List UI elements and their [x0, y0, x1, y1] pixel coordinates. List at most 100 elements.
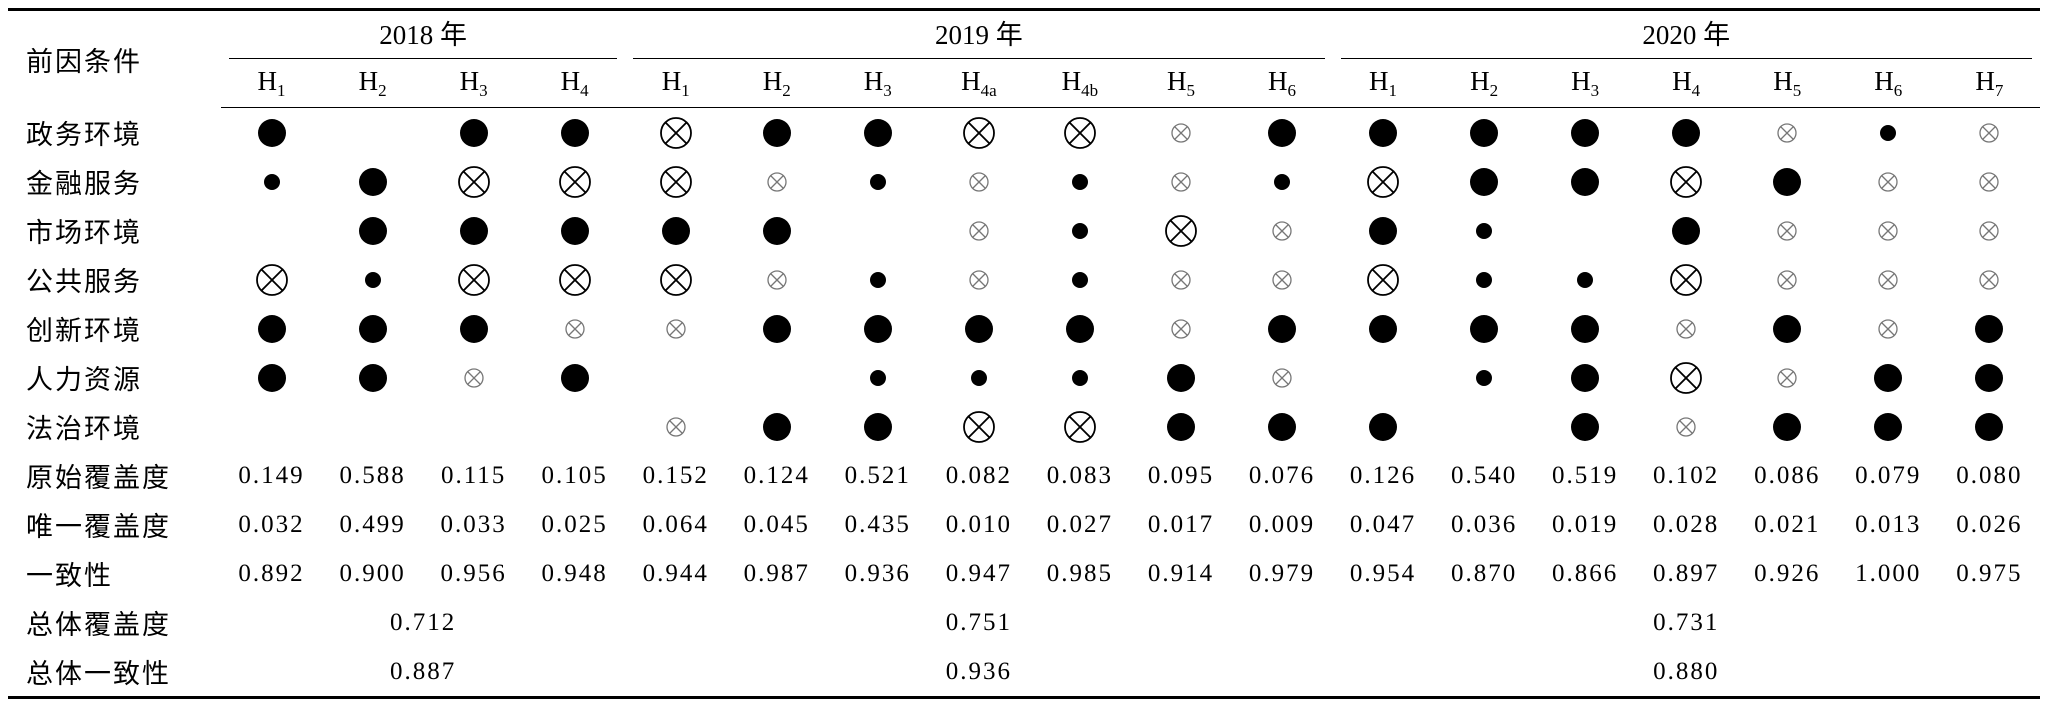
config-main: H: [661, 65, 682, 96]
symbol-core-absent: [962, 116, 995, 149]
symbol-cell: [1434, 108, 1535, 158]
condition-label: 政务环境: [26, 119, 142, 150]
symbol-cell: [1333, 108, 1434, 158]
metric-value: 0.954: [1349, 559, 1417, 587]
symbol-core: [1672, 216, 1701, 245]
config-main: H: [1773, 65, 1793, 96]
symbol-cell: [423, 108, 524, 158]
symbol-core: [1571, 363, 1600, 392]
metric-value: 0.926: [1754, 559, 1821, 587]
symbol-core: [762, 216, 791, 245]
symbol-core: [863, 412, 892, 441]
config-header: H3: [423, 59, 525, 108]
condition-row: 公共服务: [8, 255, 2040, 304]
symbol-core-absent: [558, 165, 591, 198]
symbol-cell: [1838, 255, 1939, 304]
metric-value: 1.000: [1855, 559, 1922, 587]
symbol-peripheral-absent: [1777, 269, 1797, 290]
metric-value: 0.025: [541, 510, 608, 538]
symbol-peripheral-absent: [1777, 367, 1797, 388]
symbol-core: [1267, 412, 1296, 441]
summary-value: 0.712: [389, 608, 457, 636]
symbol-core: [863, 118, 892, 147]
symbol-cell: [1636, 157, 1737, 206]
symbol-cell: [524, 402, 625, 451]
symbol-cell: [827, 206, 928, 255]
summary-value: 0.731: [1653, 608, 1720, 636]
config-sub: 4: [1691, 80, 1701, 100]
summary-row: 总体一致性 0.887 0.936 0.880: [8, 647, 2040, 698]
symbol-core: [1975, 363, 2004, 392]
symbol-peripheral-absent: [1777, 122, 1797, 143]
metric-value: 0.036: [1450, 510, 1518, 538]
symbol-peripheral-absent: [1979, 269, 2000, 290]
metric-value: 0.047: [1349, 510, 1417, 538]
symbol-cell: [1130, 157, 1231, 206]
config-main: H: [1571, 65, 1591, 96]
config-header: H4b: [1029, 59, 1131, 108]
symbol-core: [1166, 363, 1195, 392]
symbol-core: [459, 216, 488, 245]
symbol-cell: [423, 353, 524, 402]
symbol-cell: [1737, 157, 1838, 206]
config-header: H5: [1130, 59, 1232, 108]
metric-value: 0.026: [1956, 510, 2023, 538]
symbol-core: [560, 118, 589, 147]
year-label: 2020 年: [1340, 12, 2032, 59]
symbol-core: [863, 314, 892, 343]
symbol-cell: [1130, 255, 1231, 304]
symbol-core-absent: [457, 263, 490, 296]
symbol-cell: [928, 206, 1029, 255]
symbol-cell: [1434, 304, 1535, 353]
symbol-core: [1773, 314, 1802, 343]
symbol-core: [1975, 314, 2004, 343]
symbol-cell: [928, 402, 1029, 451]
symbol-cell: [423, 304, 524, 353]
config-sub: 4: [580, 80, 589, 100]
symbol-core: [1267, 314, 1296, 343]
subheader-row: H1 H2 H3 H4 H1 H2 H3 H4a H4b H5 H6 H1 H2 H3 H4 H5 H6 H7: [8, 59, 2040, 108]
symbol-cell: [1231, 157, 1332, 206]
config-header: H2: [726, 59, 828, 108]
metric-label: 唯一覆盖度: [26, 512, 171, 542]
symbol-cell: [1231, 353, 1332, 402]
symbol-core: [560, 363, 589, 392]
symbol-cell: [1130, 402, 1231, 451]
metric-value: 0.897: [1653, 559, 1720, 587]
metric-row: 原始覆盖度 0.149 0.588 0.115 0.105 0.152 0.124 0.521…: [8, 451, 2040, 500]
symbol-cell: [221, 353, 322, 402]
symbol-cell: [1333, 157, 1434, 206]
metric-value: 0.947: [945, 559, 1012, 587]
config-header: H6: [1837, 59, 1939, 108]
symbol-peripheral-absent: [1979, 122, 2000, 143]
symbol-core-absent: [1367, 263, 1399, 296]
symbol-cell: [827, 255, 928, 304]
symbol-core: [762, 412, 791, 441]
metric-row: 唯一覆盖度 0.032 0.499 0.033 0.025 0.064 0.045 0.435…: [8, 500, 2040, 549]
symbol-cell: [1939, 206, 2040, 255]
symbol-cell: [423, 157, 524, 206]
metric-label: 原始覆盖度: [26, 463, 171, 493]
symbol-core: [358, 363, 387, 392]
symbol-core-absent: [659, 263, 692, 296]
symbol-peripheral: [364, 271, 381, 288]
config-sub: 3: [883, 80, 892, 100]
symbol-cell: [928, 255, 1029, 304]
metric-value: 0.086: [1754, 461, 1821, 489]
metric-label: 一致性: [26, 561, 113, 591]
symbol-core-absent: [1367, 165, 1399, 198]
metric-value: 0.979: [1248, 559, 1316, 587]
symbol-cell: [1434, 255, 1535, 304]
symbol-peripheral-absent: [463, 367, 484, 388]
symbol-peripheral: [869, 369, 886, 386]
metric-value: 0.948: [541, 559, 608, 587]
symbol-peripheral-absent: [1878, 171, 1898, 192]
symbol-cell: [1333, 353, 1434, 402]
metric-value: 0.019: [1552, 510, 1619, 538]
configuration-table: 前因条件 2018 年 2019 年 2020 年 H1 H2 H3 H4 H1 H2 H3 H4a H…: [8, 8, 2040, 699]
symbol-cell: [1029, 304, 1130, 353]
symbol-cell: [1939, 157, 2040, 206]
symbol-core: [762, 314, 791, 343]
config-sub: 2: [1489, 80, 1499, 100]
config-header: H7: [1938, 59, 2040, 108]
